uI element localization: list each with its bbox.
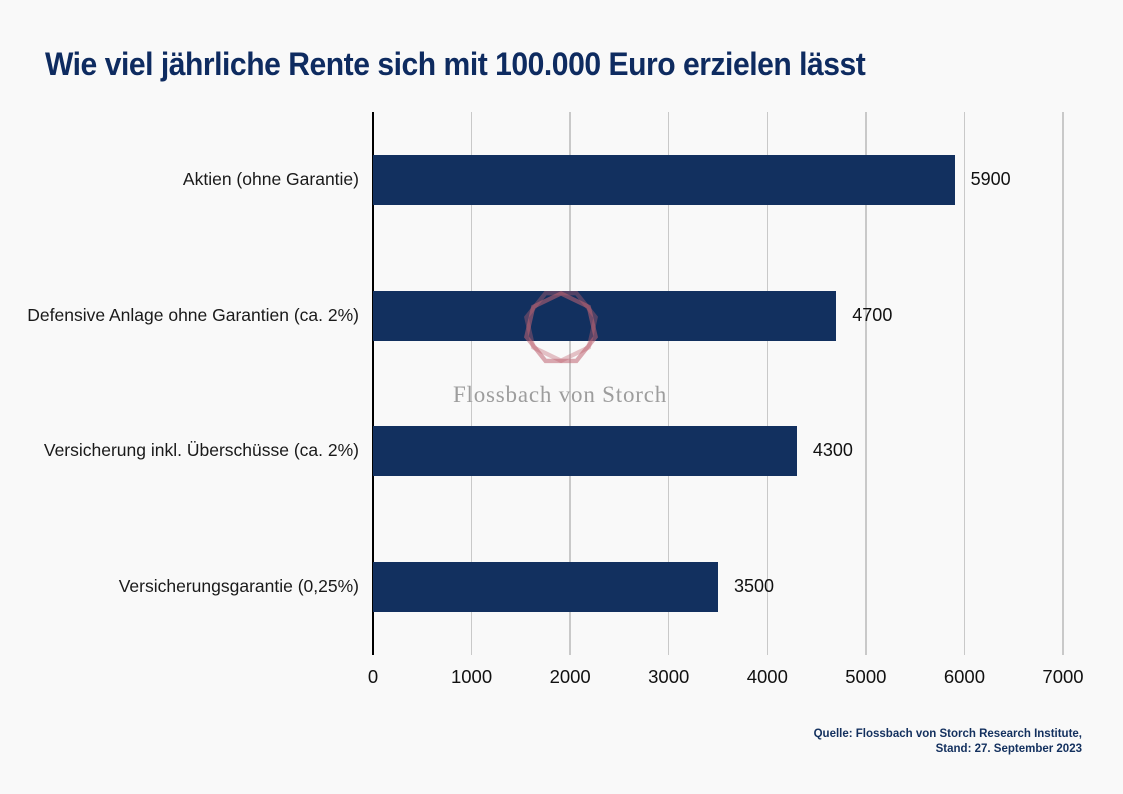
chart-title: Wie viel jährliche Rente sich mit 100.00…	[45, 46, 866, 82]
category-label-4: Versicherungsgarantie (0,25%)	[118, 576, 359, 597]
category-label-3: Versicherung inkl. Überschüsse (ca. 2%)	[43, 440, 359, 461]
gridline-x-3000	[667, 112, 670, 655]
category-label-2: Defensive Anlage ohne Garantien (ca. 2%)	[27, 304, 359, 325]
gridline-x-7000	[1062, 112, 1064, 655]
bar-1	[373, 154, 955, 205]
gridline-x-2000	[569, 112, 571, 655]
gridline-x-6000	[963, 112, 966, 655]
source-line-2: Stand: 27. September 2023	[935, 743, 1082, 755]
source-note: Quelle: Flossbach von Storch Research In…	[814, 727, 1082, 757]
gridline-x-1000	[470, 112, 473, 655]
category-label-1: Aktien (ohne Garantie)	[182, 168, 359, 189]
x-tick-label-5000: 5000	[845, 666, 887, 687]
bar-4	[373, 562, 718, 613]
value-label-2: 4700	[852, 304, 893, 325]
x-tick-label-0: 0	[367, 666, 379, 687]
x-tick-label-1000: 1000	[450, 666, 493, 687]
y-axis-line	[372, 112, 374, 655]
bar-3	[373, 426, 797, 477]
value-label-3: 4300	[812, 440, 853, 461]
x-tick-label-2000: 2000	[549, 666, 591, 687]
x-tick-label-7000: 7000	[1042, 666, 1084, 687]
bar-2	[373, 290, 837, 341]
gridline-x-4000	[766, 112, 769, 655]
gridline-x-5000	[865, 112, 867, 655]
x-tick-label-3000: 3000	[648, 666, 690, 687]
watermark-brand-text: Flossbach von Storch	[452, 382, 668, 407]
value-label-4: 3500	[734, 576, 775, 597]
source-line-1: Quelle: Flossbach von Storch Research In…	[813, 728, 1082, 740]
x-tick-label-4000: 4000	[746, 666, 788, 687]
value-label-1: 5900	[970, 168, 1011, 189]
x-tick-label-6000: 6000	[943, 666, 985, 687]
flossbach-heptagon-logo-icon	[524, 291, 598, 364]
